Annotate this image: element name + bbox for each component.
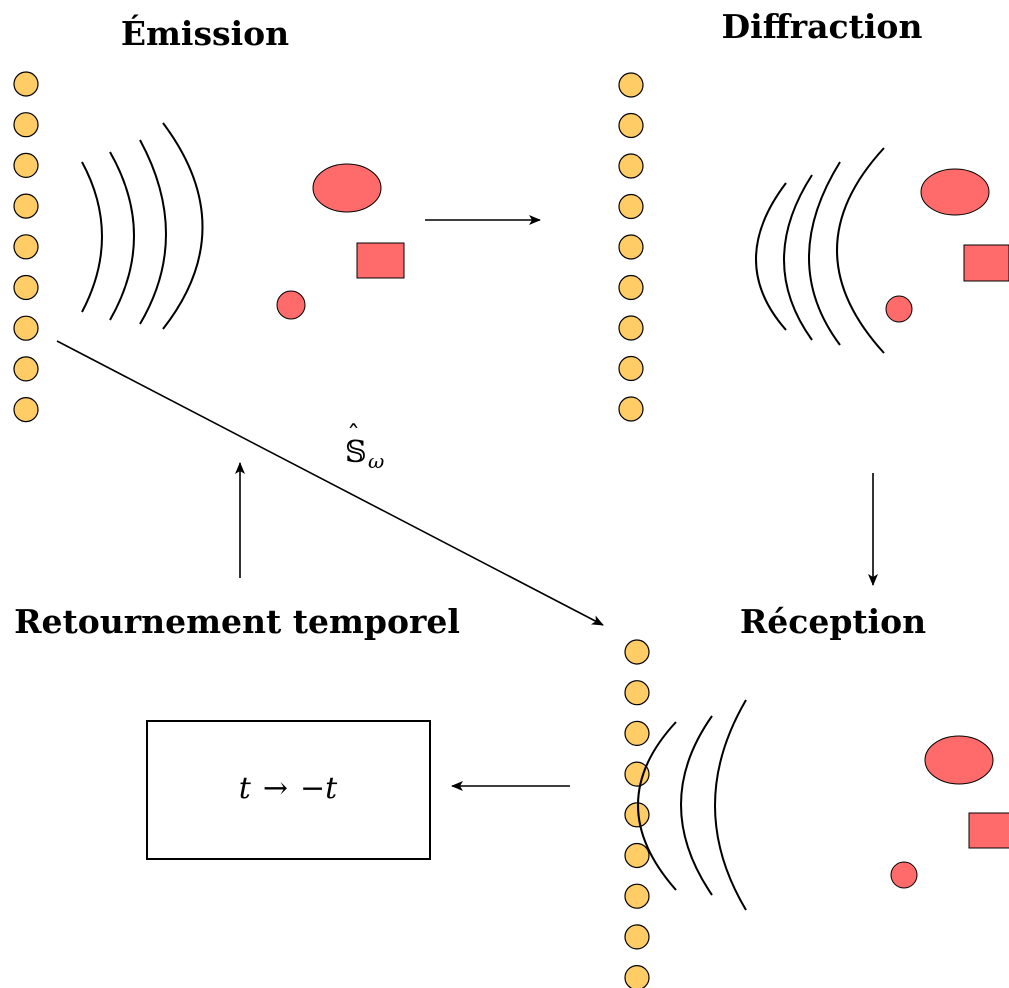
reception-sensor — [624, 965, 650, 988]
scatterer-ellipse — [924, 735, 994, 785]
diffraction-sensor — [618, 153, 644, 179]
emission-sensor — [13, 274, 39, 301]
reception-title: Réception — [740, 602, 926, 641]
emission-sensor-array — [13, 71, 39, 423]
emission-wavefronts — [81, 122, 204, 330]
diffraction-sensor — [618, 193, 644, 220]
emission-sensor — [13, 356, 39, 382]
time-reversal-title: Retournement temporel — [14, 602, 460, 641]
reception-wavefront — [714, 699, 747, 911]
emission-sensor — [13, 152, 39, 178]
time-reversal-box-frame — [146, 720, 431, 860]
scatterer-square — [963, 244, 1009, 282]
emission-wavefront — [81, 161, 103, 313]
time-reversal-formula: t → −t — [239, 771, 338, 806]
diffraction-sensor — [618, 112, 644, 139]
diffraction-sensor — [618, 355, 644, 382]
diffraction-wavefront — [808, 161, 841, 346]
diffraction-title: Diffraction — [722, 7, 923, 46]
emission-scatterers — [276, 163, 405, 320]
emission-sensor — [13, 112, 39, 138]
scatterer-square — [968, 812, 1009, 849]
diffraction-sensor — [618, 234, 644, 260]
reception-sensor — [624, 842, 650, 869]
diffraction-wavefront — [836, 147, 885, 354]
reception-scatterers — [890, 735, 1009, 889]
diffraction-sensor — [618, 315, 644, 341]
emission-sensor — [13, 71, 39, 97]
operator-label: 𝕊 ˆ ω — [345, 421, 384, 473]
diffraction-sensor — [618, 274, 644, 301]
emission-sensor — [13, 234, 39, 260]
diffraction-sensor-array — [618, 72, 644, 422]
reception-sensor — [624, 761, 650, 787]
emission-wavefront — [109, 151, 135, 321]
operator-hat: ˆ — [347, 421, 360, 451]
operator-symbol: 𝕊 — [345, 435, 367, 470]
emission-sensor — [13, 193, 39, 219]
reception-sensor — [624, 883, 650, 909]
emission-wavefront — [162, 122, 204, 330]
scatterer-square — [356, 242, 405, 279]
operator-arrow — [56, 340, 604, 626]
reception-sensor — [624, 720, 650, 747]
diffraction-wavefront — [783, 174, 813, 341]
emission-sensor — [13, 397, 39, 423]
scatterer-small-circle — [890, 861, 918, 889]
scatterer-small-circle — [276, 290, 306, 320]
reception-sensor-array — [624, 639, 650, 988]
diffraction-wavefront — [755, 182, 787, 331]
scatterer-ellipse — [920, 168, 990, 216]
time-reversal-box: t → −t — [146, 720, 431, 860]
diffraction-wavefronts — [755, 147, 885, 354]
reception-wavefront — [680, 715, 713, 896]
reception-wavefront — [637, 721, 677, 891]
operator-subscript: ω — [368, 449, 384, 473]
reception-sensor — [624, 924, 650, 950]
emission-wavefront — [139, 139, 167, 325]
diffraction-sensor — [618, 72, 644, 98]
emission-sensor — [13, 315, 39, 341]
reception-sensor — [624, 680, 650, 706]
diffraction-scatterers — [885, 168, 1009, 323]
scatterer-small-circle — [885, 295, 913, 323]
reception-sensor — [624, 639, 650, 665]
reception-wavefronts — [637, 699, 747, 911]
scatterer-ellipse — [312, 163, 382, 213]
diffraction-sensor — [618, 396, 644, 422]
emission-title: Émission — [121, 13, 289, 53]
